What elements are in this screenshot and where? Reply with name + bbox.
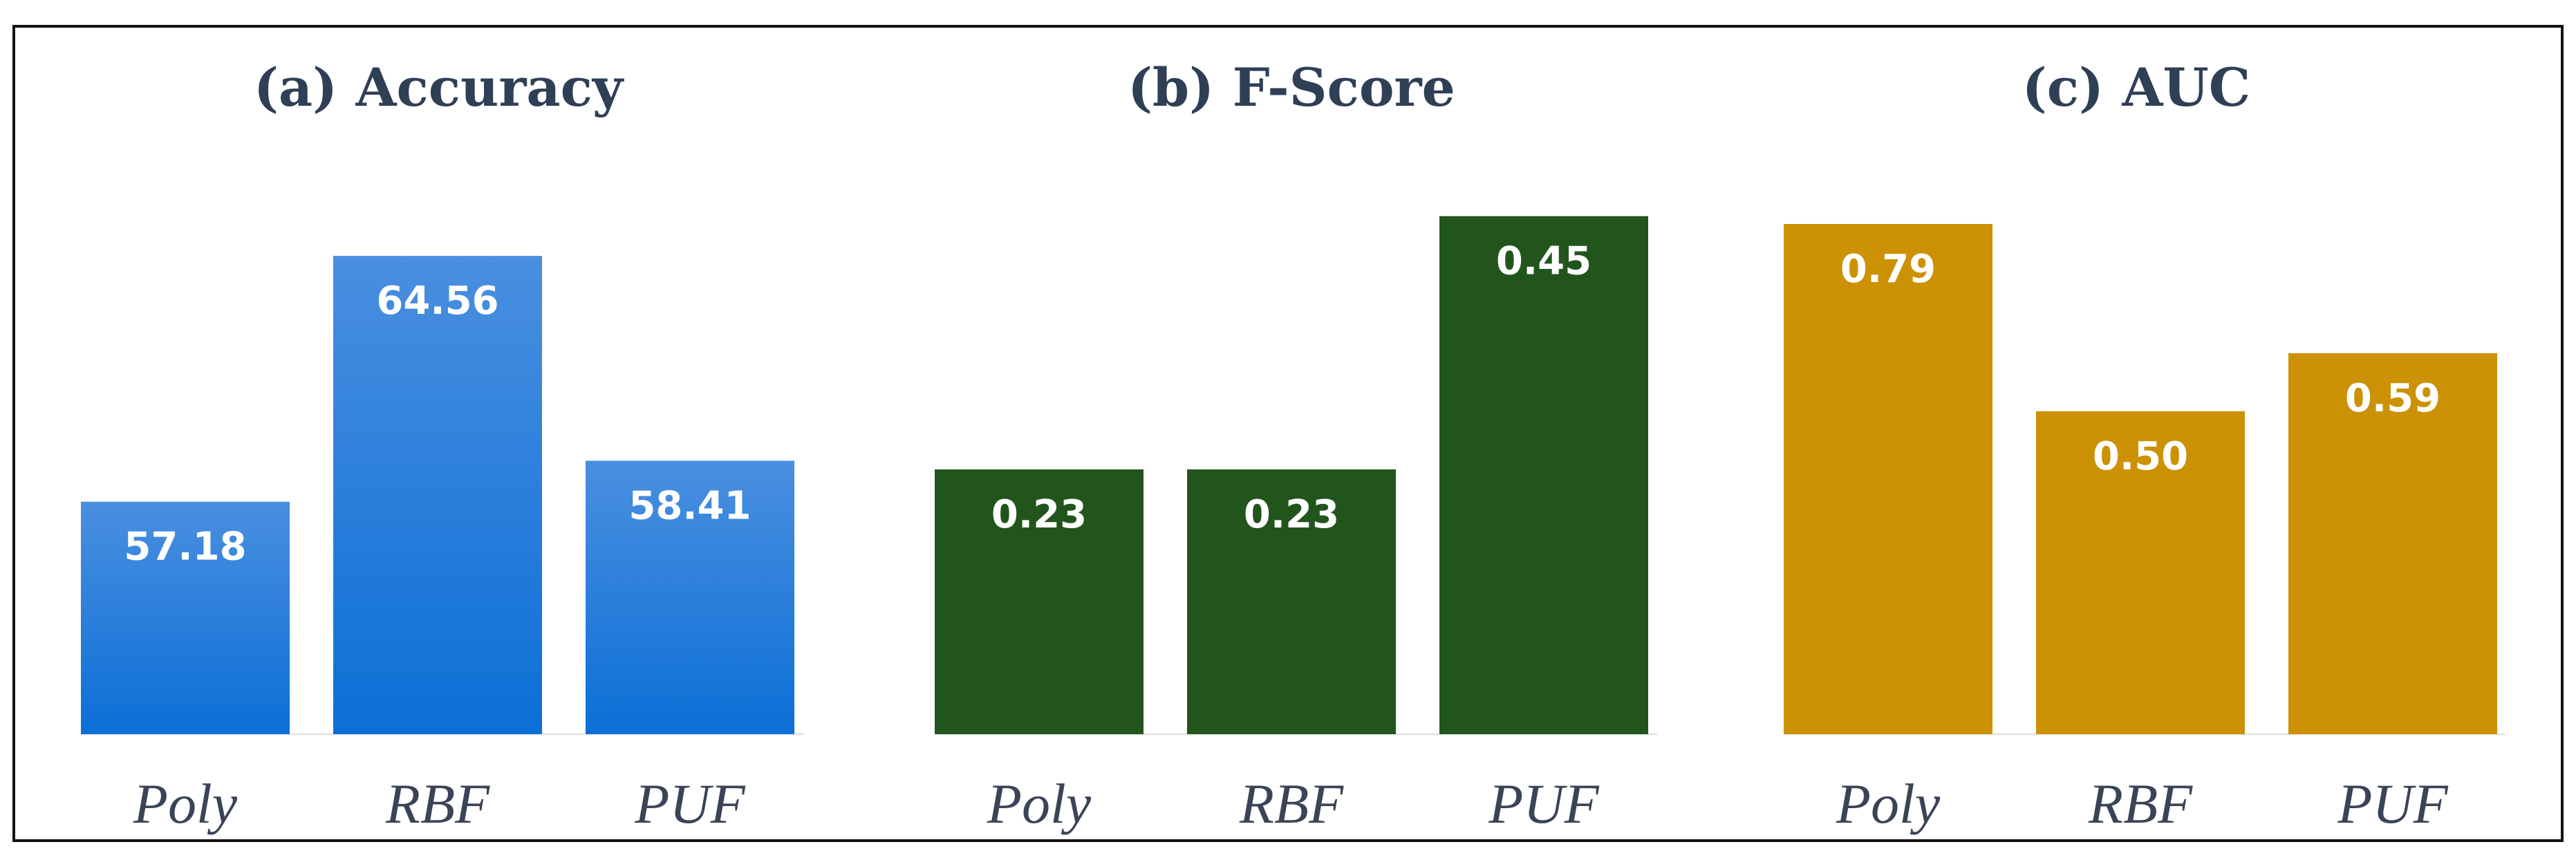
bar-auc-poly [1784,224,1992,734]
value-label-accuracy-poly: 57.18 [124,525,246,570]
bar-f-score-rbf [1187,469,1396,734]
value-label-auc-poly: 0.79 [1840,247,1936,292]
category-label-auc-poly: Poly [1836,772,1941,835]
category-label-f-score-puf: PUF [1488,772,1599,835]
panel-title-accuracy: (a) Accuracy [254,57,624,118]
category-label-auc-puf: PUF [2337,772,2448,835]
panel-accuracy: (a) Accuracy 57.18 64.56 58.41 Poly RBF … [81,57,803,835]
category-label-f-score-rbf: RBF [1239,772,1344,835]
bar-auc-puf [2288,353,2497,735]
value-label-auc-rbf: 0.50 [2093,434,2188,479]
panel-auc: (c) AUC 0.79 0.50 0.59 Poly RBF PUF [1784,57,2506,835]
bar-auc-rbf [2036,411,2245,734]
bar-accuracy-rbf [333,256,542,735]
panel-f-score: (b) F-Score 0.23 0.23 0.45 Poly RBF PUF [935,57,1657,835]
value-label-auc-puf: 0.59 [2345,376,2440,421]
bar-charts: (a) Accuracy 57.18 64.56 58.41 Poly RBF … [81,57,2506,835]
category-label-f-score-poly: Poly [987,772,1092,835]
category-label-accuracy-puf: PUF [634,772,745,835]
bar-accuracy-poly [81,501,290,734]
bar-f-score-puf [1439,216,1648,734]
value-label-accuracy-rbf: 64.56 [376,279,498,324]
value-label-f-score-poly: 0.23 [991,492,1087,537]
figure-frame: (a) Accuracy 57.18 64.56 58.41 Poly RBF … [12,25,2564,842]
category-label-auc-rbf: RBF [2088,772,2193,835]
value-label-f-score-puf: 0.45 [1496,239,1592,284]
bar-f-score-poly [935,469,1144,734]
bar-accuracy-puf [586,460,794,734]
category-label-accuracy-poly: Poly [133,772,238,835]
category-label-accuracy-rbf: RBF [385,772,490,835]
value-label-accuracy-puf: 58.41 [628,483,751,528]
panel-title-f-score: (b) F-Score [1128,57,1455,118]
value-label-f-score-rbf: 0.23 [1244,492,1339,537]
panel-title-auc: (c) AUC [2022,57,2250,118]
